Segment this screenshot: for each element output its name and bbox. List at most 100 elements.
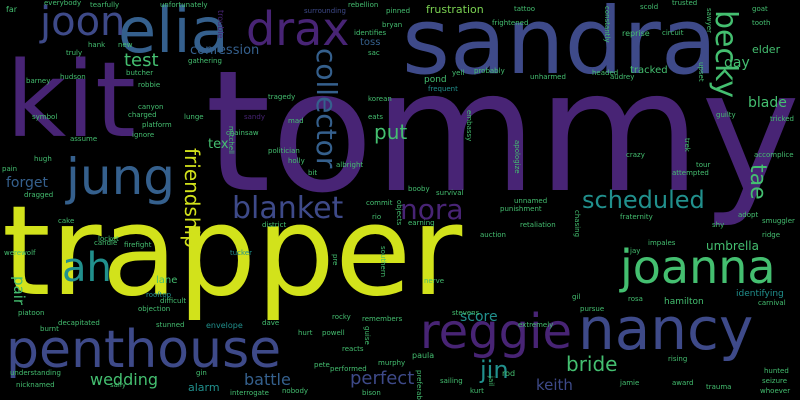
word-trouble: trouble bbox=[216, 10, 225, 39]
word-performed: performed bbox=[330, 365, 367, 373]
word-jail: jail bbox=[487, 376, 495, 387]
word-werewolf: werewolf bbox=[4, 249, 36, 257]
word-nancy: nancy bbox=[578, 295, 754, 363]
word-rooftop: rooftop bbox=[146, 291, 172, 299]
word-blanket: blanket bbox=[232, 191, 344, 226]
word-canyon: canyon bbox=[138, 103, 164, 111]
word-symbol: symbol bbox=[32, 113, 58, 121]
word-hugh: hugh bbox=[34, 155, 52, 163]
word-trapper: trapper bbox=[2, 180, 463, 324]
word-tattoo: tattoo bbox=[514, 5, 536, 13]
word-firefight: firefight bbox=[124, 241, 152, 249]
word-booby: booby bbox=[408, 185, 430, 193]
word-hurt: hurt bbox=[298, 329, 313, 337]
word-tracked: tracked bbox=[630, 65, 668, 76]
word-penthouse: penthouse bbox=[6, 320, 282, 380]
word-understanding: understanding bbox=[10, 369, 61, 377]
word-elder: elder bbox=[752, 43, 781, 56]
word-perfect: perfect bbox=[350, 368, 415, 389]
word-lunge: lunge bbox=[184, 113, 204, 121]
word-attempted: attempted bbox=[672, 169, 709, 177]
word-alarm: alarm bbox=[188, 381, 220, 394]
word-probably: probably bbox=[474, 67, 505, 75]
word-albright: albright bbox=[336, 161, 364, 169]
word-ignore: ignore bbox=[132, 131, 155, 139]
word-unharmed: unharmed bbox=[530, 73, 566, 81]
word-objection: objection bbox=[138, 305, 171, 313]
word-stunned: stunned bbox=[156, 321, 185, 329]
word-objects: objects bbox=[395, 200, 403, 226]
word-pinned: pinned bbox=[386, 7, 411, 15]
word-drax: drax bbox=[246, 2, 350, 56]
word-guise: guise bbox=[363, 326, 371, 345]
word-punishment: punishment bbox=[500, 205, 542, 213]
word-frequent: frequent bbox=[428, 85, 458, 93]
word-jin: jin bbox=[480, 356, 509, 384]
word-bride: bride bbox=[566, 352, 618, 376]
word-blade: blade bbox=[748, 95, 787, 111]
word-fraternity: fraternity bbox=[620, 213, 653, 221]
word-mitchell: mitchell bbox=[227, 126, 235, 154]
word-tricked: tricked bbox=[770, 115, 794, 123]
word-auction: auction bbox=[480, 231, 506, 239]
word-tex: tex bbox=[208, 137, 229, 152]
word-hank: hank bbox=[88, 41, 106, 49]
word-tae: tae bbox=[745, 164, 770, 200]
word-identifying: identifying bbox=[736, 289, 784, 299]
word-mad: mad bbox=[288, 117, 304, 125]
word-survival: survival bbox=[436, 189, 464, 197]
word-rod: rod bbox=[502, 369, 516, 378]
word-burnt: burnt bbox=[40, 325, 59, 333]
word-district: district bbox=[262, 221, 287, 229]
word-forget: forget bbox=[6, 175, 48, 191]
word-crazy: crazy bbox=[626, 151, 645, 159]
word-dragged: dragged bbox=[24, 191, 54, 199]
word-tour: tour bbox=[696, 161, 711, 169]
word-earning: earning bbox=[408, 219, 435, 227]
word-trauma: trauma bbox=[706, 383, 732, 391]
word-confession: confession bbox=[190, 43, 260, 58]
word-powell: powell bbox=[322, 329, 345, 337]
word-retaliation: retaliation bbox=[520, 221, 556, 229]
word-day: day bbox=[724, 55, 750, 71]
word-test: test bbox=[124, 50, 159, 71]
word-collector: collector bbox=[310, 48, 343, 169]
word-impales: impales bbox=[648, 239, 676, 247]
word-platform: platform bbox=[142, 121, 172, 129]
word-barney: barney bbox=[26, 77, 51, 85]
word-frightened: frightened bbox=[492, 19, 529, 27]
word-pain: pain bbox=[2, 165, 18, 173]
word-tearfully: tearfully bbox=[90, 1, 120, 9]
word-jamie: jamie bbox=[620, 379, 640, 387]
word-constantly: constantly bbox=[603, 6, 611, 43]
word-nora: nora bbox=[400, 193, 464, 226]
word-elia: elia bbox=[118, 0, 229, 67]
word-unfortunately: unfortunately bbox=[160, 1, 208, 9]
word-audrey: audrey bbox=[610, 73, 635, 81]
word-wedding: wedding bbox=[90, 370, 158, 389]
word-score: score bbox=[460, 309, 498, 325]
word-nobody: nobody bbox=[282, 387, 309, 395]
word-scheduled: scheduled bbox=[582, 186, 705, 214]
word-paula: paula bbox=[412, 351, 435, 360]
word-envelope: envelope bbox=[206, 321, 243, 330]
word-kit: kit bbox=[6, 39, 136, 161]
word-guilty: guilty bbox=[716, 111, 736, 119]
word-stevens: stevens bbox=[452, 309, 480, 317]
word-locket: locket bbox=[98, 235, 119, 243]
word-remembers: remembers bbox=[362, 315, 403, 323]
word-carnival: carnival bbox=[758, 299, 786, 307]
word-surrounding: surrounding bbox=[304, 7, 346, 15]
word-hamilton: hamilton bbox=[664, 297, 704, 307]
word-nerve: nerve bbox=[424, 277, 445, 285]
word-ah: ah bbox=[62, 245, 112, 291]
word-rosa: rosa bbox=[628, 295, 643, 303]
word-hunted: hunted bbox=[764, 367, 789, 375]
word-yell: yell bbox=[452, 69, 465, 77]
word-reprise: reprise bbox=[622, 29, 650, 38]
word-commit: commit bbox=[366, 199, 393, 207]
word-pond: pond bbox=[424, 75, 447, 85]
word-joon: joon bbox=[40, 0, 126, 45]
word-lane: lane bbox=[156, 275, 178, 286]
word-goat: goat bbox=[752, 5, 768, 13]
